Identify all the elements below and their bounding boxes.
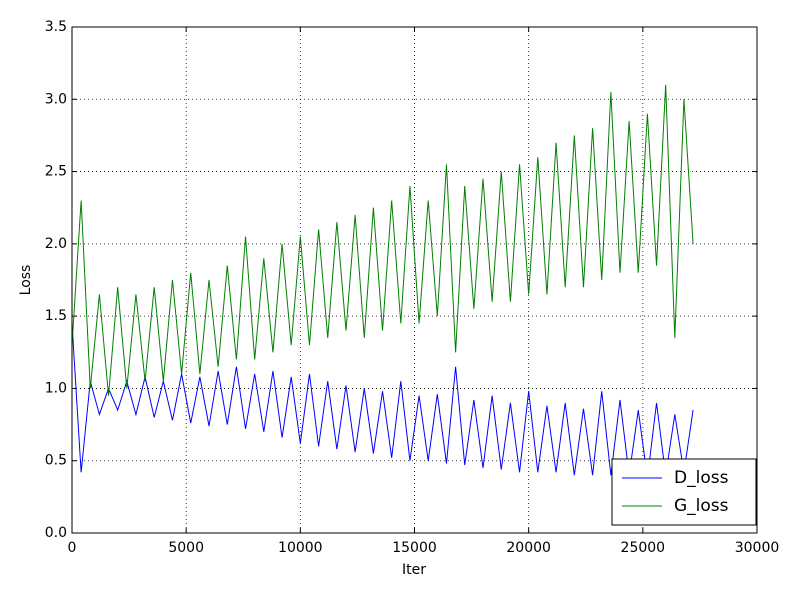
legend-box bbox=[611, 458, 757, 526]
x-tick-label: 0 bbox=[68, 540, 77, 556]
y-tick-label: 2.5 bbox=[45, 164, 67, 180]
x-tick-label: 20000 bbox=[506, 540, 551, 556]
y-axis-label: Loss bbox=[18, 265, 34, 296]
y-tick-label: 3.0 bbox=[45, 91, 67, 107]
x-tick-label: 5000 bbox=[168, 540, 204, 556]
y-tick-label: 3.5 bbox=[45, 19, 67, 35]
x-tick-label: 25000 bbox=[621, 540, 666, 556]
y-tick-label: 0.5 bbox=[45, 453, 67, 469]
data-line bbox=[71, 323, 694, 479]
x-tick-label: 30000 bbox=[735, 540, 780, 556]
x-axis-label: Iter bbox=[402, 562, 426, 578]
y-tick-label: 1.5 bbox=[45, 308, 67, 324]
x-tick-label: 10000 bbox=[278, 540, 323, 556]
y-tick-label: 1.0 bbox=[45, 380, 67, 396]
x-tick-label: 15000 bbox=[392, 540, 437, 556]
y-tick-label: 2.0 bbox=[45, 236, 67, 252]
legend-label: D_loss bbox=[674, 468, 729, 488]
y-tick-label: 0.0 bbox=[45, 525, 67, 541]
data-line bbox=[71, 84, 694, 396]
legend-label: G_loss bbox=[674, 496, 729, 516]
plot-frame bbox=[71, 26, 758, 534]
